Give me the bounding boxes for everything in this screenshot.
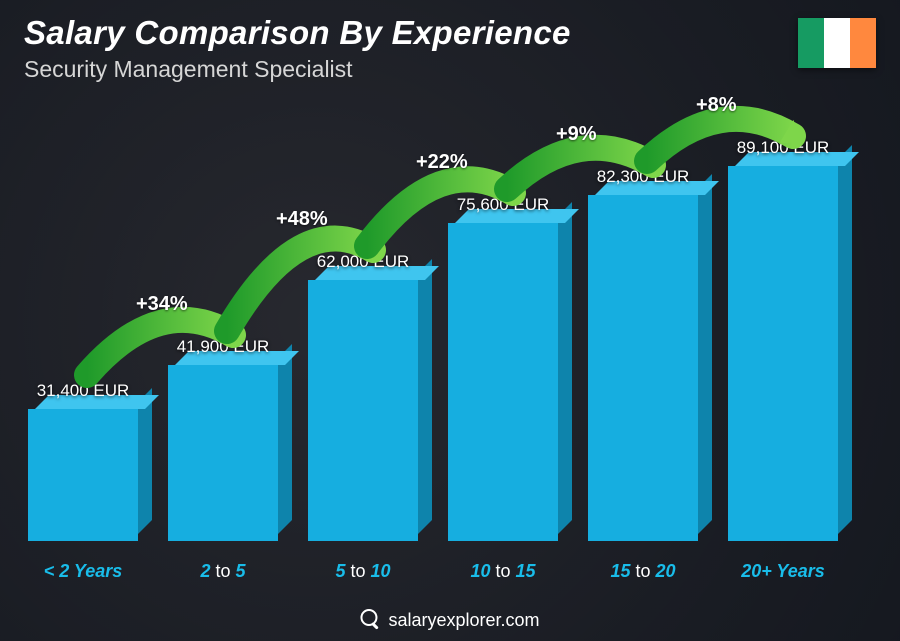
- infographic-canvas: Salary Comparison By Experience Security…: [0, 0, 900, 641]
- delta-badge: +34%: [136, 293, 188, 316]
- bar: 82,300 EUR15 to 20: [588, 195, 698, 541]
- x-axis-label: 10 to 15: [470, 561, 535, 582]
- bar-value-label: 82,300 EUR: [597, 167, 690, 187]
- bar-chart: 31,400 EUR< 2 Years 41,900 EUR2 to 5 62,00…: [28, 100, 860, 569]
- flag-stripe-orange: [850, 18, 876, 68]
- flag-stripe-white: [824, 18, 850, 68]
- bar-3d: [308, 280, 418, 541]
- search-icon: [360, 609, 382, 631]
- delta-badge: +8%: [696, 94, 737, 117]
- flag-stripe-green: [798, 18, 824, 68]
- flag-ireland: [798, 18, 876, 68]
- subtitle: Security Management Specialist: [24, 56, 353, 83]
- bar-value-label: 31,400 EUR: [37, 381, 130, 401]
- bar-value-label: 89,100 EUR: [737, 138, 830, 158]
- bar: 41,900 EUR2 to 5: [168, 365, 278, 541]
- bar-value-label: 62,000 EUR: [317, 252, 410, 272]
- footer-text: salaryexplorer.com: [388, 610, 539, 631]
- bar-3d: [588, 195, 698, 541]
- delta-badge: +9%: [556, 123, 597, 146]
- bar: 75,600 EUR10 to 15: [448, 223, 558, 541]
- x-axis-label: 15 to 20: [610, 561, 675, 582]
- bar-3d: [28, 409, 138, 541]
- bar-value-label: 75,600 EUR: [457, 195, 550, 215]
- x-axis-label: 2 to 5: [200, 561, 245, 582]
- bar-3d: [728, 166, 838, 541]
- bar-3d: [168, 365, 278, 541]
- bar-value-label: 41,900 EUR: [177, 337, 270, 357]
- delta-badge: +22%: [416, 151, 468, 174]
- bar: 62,000 EUR5 to 10: [308, 280, 418, 541]
- title: Salary Comparison By Experience: [24, 14, 571, 52]
- x-axis-label: < 2 Years: [44, 561, 123, 582]
- bar: 89,100 EUR20+ Years: [728, 166, 838, 541]
- bar-3d: [448, 223, 558, 541]
- bar: 31,400 EUR< 2 Years: [28, 409, 138, 541]
- delta-badge: +48%: [276, 208, 328, 231]
- x-axis-label: 5 to 10: [335, 561, 390, 582]
- x-axis-label: 20+ Years: [741, 561, 825, 582]
- footer: salaryexplorer.com: [360, 609, 539, 631]
